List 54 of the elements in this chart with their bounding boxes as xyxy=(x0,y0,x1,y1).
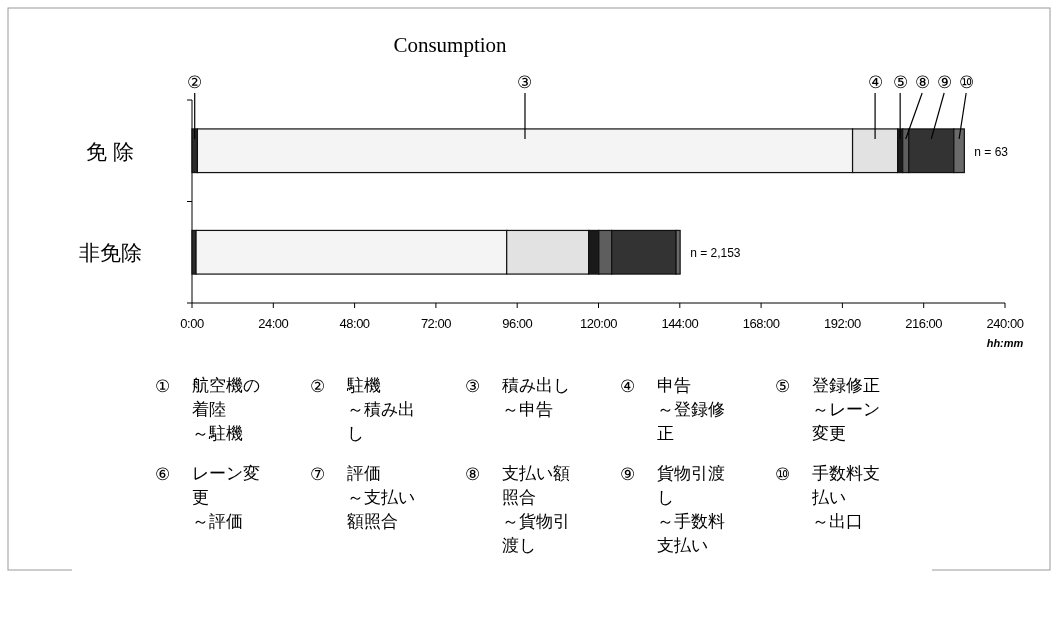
text: ～出口 xyxy=(812,511,864,533)
text: ～支払い額照合 xyxy=(347,487,415,533)
x-tick-label: 216:00 xyxy=(905,316,943,331)
text: 駐機 xyxy=(347,375,382,397)
text: ⑤ xyxy=(774,377,790,396)
text: ～評価 xyxy=(192,511,244,533)
text: ② xyxy=(187,73,203,92)
text: ⑧ xyxy=(914,73,930,92)
x-tick-label: 168:00 xyxy=(742,316,780,331)
text: 貨物引渡し xyxy=(657,463,725,509)
text: ⑩ xyxy=(958,73,974,92)
text: 登録修正 xyxy=(812,375,880,397)
text: ～手数料支払い xyxy=(657,511,725,557)
x-tick-label: 192:00 xyxy=(824,316,862,331)
text: 申告 xyxy=(657,375,692,397)
text: ③ xyxy=(464,377,480,396)
text: ⑦ xyxy=(309,465,325,484)
text: ～登録修正 xyxy=(657,399,725,445)
text: ～駐機 xyxy=(192,423,244,445)
x-tick-label: 120:00 xyxy=(580,316,618,331)
text: ③ xyxy=(517,73,533,92)
text: ⑩ xyxy=(774,465,790,484)
text: 支払い額照合 xyxy=(502,463,570,509)
text: ⑤ xyxy=(892,73,908,92)
text: 航空機の着陸 xyxy=(192,375,260,421)
text: ① xyxy=(154,377,170,396)
chart-title: Consumption xyxy=(393,33,508,57)
text: 評価 xyxy=(347,463,382,485)
y-tick-label: 非免除 xyxy=(78,241,142,266)
x-tick-label: 240:00 xyxy=(986,316,1024,331)
text: ⑧ xyxy=(464,465,480,484)
x-tick-label: 24:00 xyxy=(258,316,289,331)
x-tick-label: 96:00 xyxy=(502,316,533,331)
text: ⑨ xyxy=(936,73,952,92)
text: ② xyxy=(309,377,325,396)
text: ～貨物引渡し xyxy=(502,511,570,557)
text: 手数料支払い xyxy=(812,463,880,509)
annotation: n = 63 xyxy=(974,144,1009,159)
y-tick-label: 免 除 xyxy=(86,139,134,164)
text: ⑥ xyxy=(154,465,170,484)
x-tick-label: 48:00 xyxy=(339,316,370,331)
text: ④ xyxy=(867,73,883,92)
x-tick-label: 144:00 xyxy=(661,316,699,331)
x-axis-title: hh:mm xyxy=(986,337,1024,349)
text: レーン変更 xyxy=(192,463,260,509)
annotation: n = 2,153 xyxy=(690,246,741,261)
x-tick-label: 72:00 xyxy=(420,316,452,331)
text: ～レーン変更 xyxy=(812,399,880,445)
text: 積み出し xyxy=(502,375,570,397)
text: ～申告 xyxy=(502,399,554,421)
text: ⑨ xyxy=(619,465,635,484)
x-tick-label: 0:00 xyxy=(180,316,204,331)
text: ～積み出し xyxy=(347,399,415,445)
text: ④ xyxy=(619,377,635,396)
